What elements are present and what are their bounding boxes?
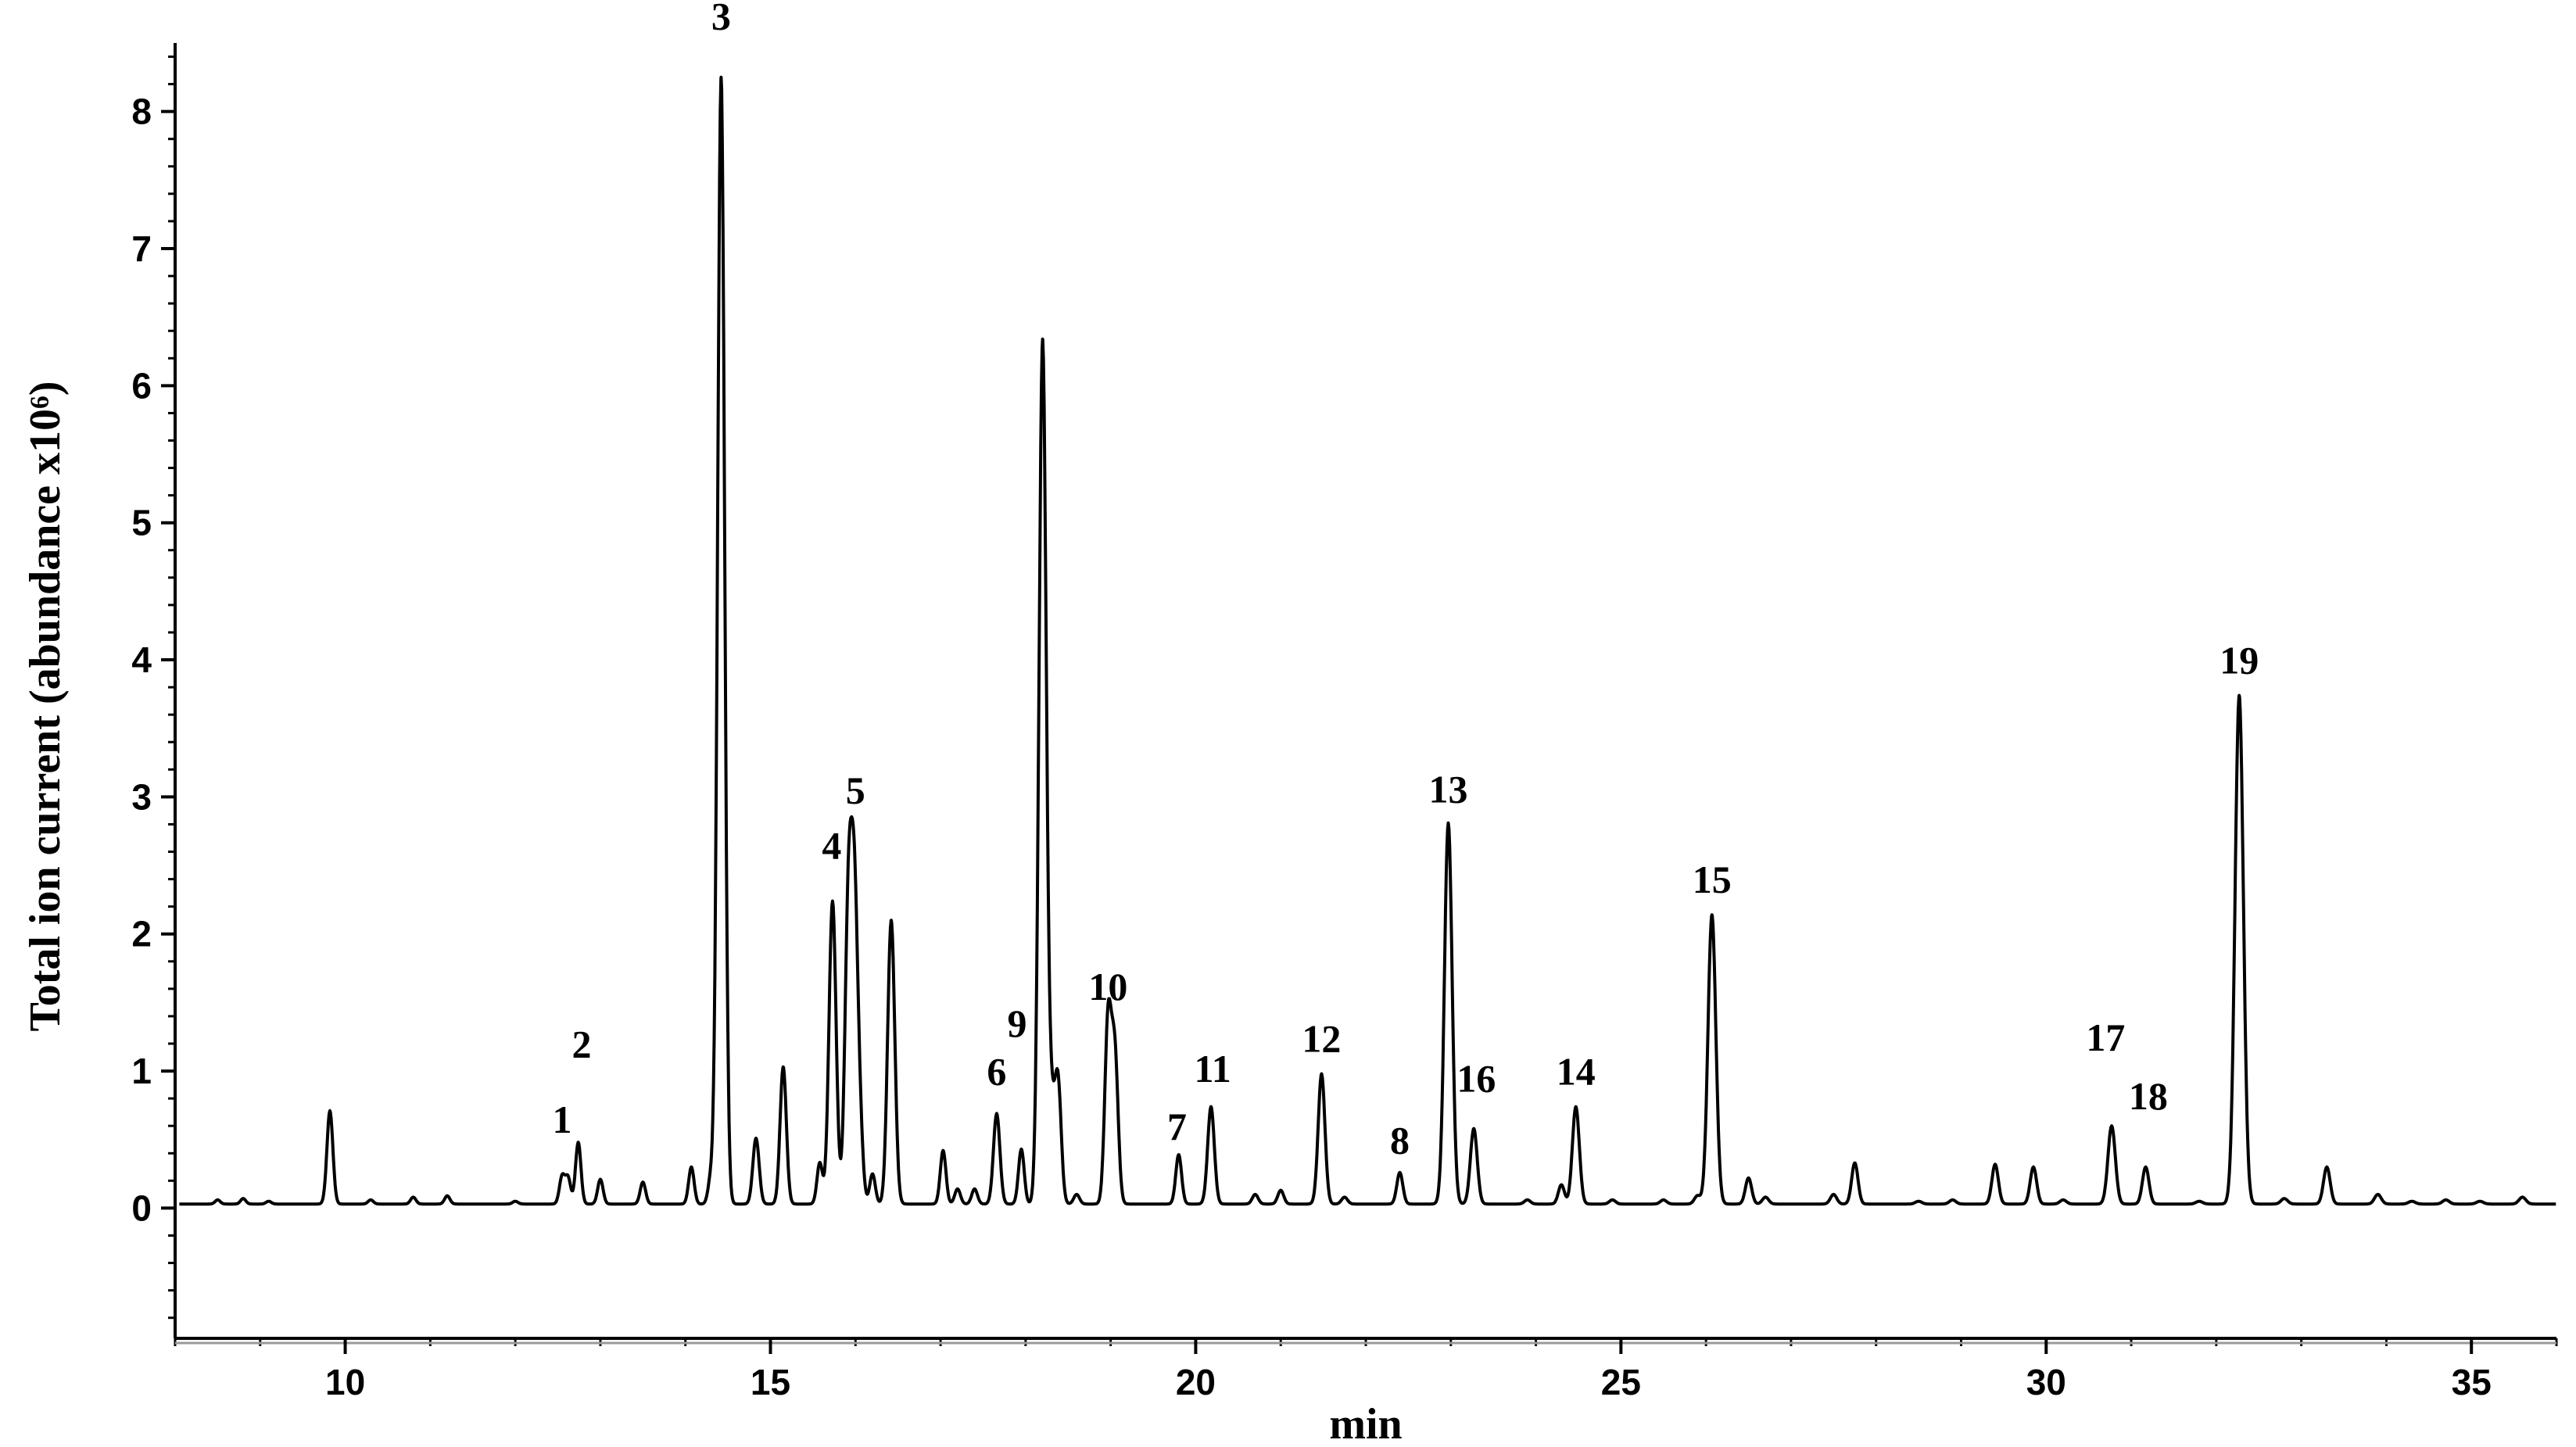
x-tick-label: 30	[2026, 1362, 2066, 1402]
peak-label-4: 4	[822, 823, 841, 867]
x-ticks: 10 15 20 25 30 35	[325, 1338, 2492, 1402]
y-tick-label: 2	[131, 914, 152, 955]
peak-label-14: 14	[1557, 1050, 1596, 1094]
peak-label-13: 13	[1429, 767, 1468, 811]
y-tick-label: 7	[131, 228, 152, 269]
peak-label-17: 17	[2086, 1015, 2125, 1059]
y-tick-label: 5	[131, 503, 152, 543]
y-ticks: 0 1 2 3 4 5 6 7 8	[131, 91, 175, 1228]
y-axis-title: Total ion current (abundance x10⁶)	[21, 381, 70, 1032]
peak-label-15: 15	[1693, 858, 1732, 901]
x-axis-title: min	[1329, 1400, 1402, 1447]
peak-label-11: 11	[1195, 1047, 1231, 1091]
peak-label-19: 19	[2220, 639, 2259, 682]
x-tick-label: 25	[1601, 1362, 1641, 1402]
peak-label-10: 10	[1088, 965, 1127, 1008]
peak-label-18: 18	[2129, 1074, 2168, 1118]
x-tick-label: 10	[325, 1362, 365, 1402]
peak-label-7: 7	[1167, 1105, 1187, 1148]
peak-label-6: 6	[987, 1050, 1006, 1094]
peak-label-9: 9	[1007, 1001, 1026, 1045]
peak-label-8: 8	[1390, 1118, 1410, 1162]
y-tick-label: 1	[131, 1051, 152, 1091]
y-tick-label: 0	[131, 1187, 152, 1228]
chromatogram-trace	[178, 75, 2557, 1206]
y-tick-label: 8	[131, 91, 152, 132]
peak-label-3: 3	[711, 0, 731, 38]
y-tick-label: 6	[131, 365, 152, 406]
peak-label-5: 5	[846, 768, 865, 812]
peak-label-2: 2	[571, 1023, 591, 1066]
y-tick-label: 3	[131, 776, 152, 817]
y-tick-label: 4	[131, 639, 152, 680]
x-tick-label: 35	[2452, 1362, 2492, 1402]
x-tick-label: 15	[751, 1362, 790, 1402]
peak-label-12: 12	[1302, 1017, 1341, 1061]
peak-label-1: 1	[552, 1098, 571, 1141]
x-tick-label: 20	[1176, 1362, 1216, 1402]
peak-label-16: 16	[1456, 1056, 1496, 1100]
